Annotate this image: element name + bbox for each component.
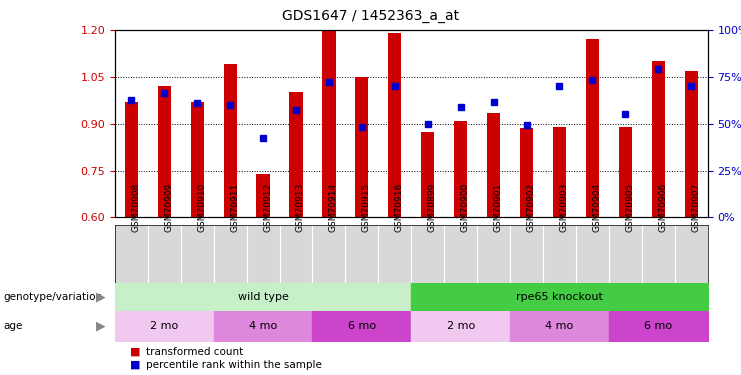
Text: 4 mo: 4 mo: [249, 321, 277, 331]
Text: 2 mo: 2 mo: [447, 321, 475, 331]
Bar: [158, 86, 171, 218]
Text: GSM70903: GSM70903: [559, 183, 568, 232]
Text: GSM70899: GSM70899: [428, 183, 436, 232]
Text: rpe65 knockout: rpe65 knockout: [516, 292, 603, 302]
Bar: [454, 121, 468, 218]
Text: age: age: [4, 321, 23, 331]
Text: GSM70908: GSM70908: [131, 183, 140, 232]
Text: ▶: ▶: [96, 291, 106, 304]
Text: ■: ■: [130, 347, 140, 357]
Bar: [553, 127, 566, 218]
Text: 2 mo: 2 mo: [150, 321, 179, 331]
Bar: [487, 113, 500, 218]
Text: GSM70914: GSM70914: [329, 183, 338, 232]
Bar: [256, 174, 270, 217]
Text: GSM70909: GSM70909: [165, 183, 173, 232]
Text: percentile rank within the sample: percentile rank within the sample: [146, 360, 322, 370]
Text: genotype/variation: genotype/variation: [4, 292, 103, 302]
Text: ▶: ▶: [96, 320, 106, 333]
Text: GSM70902: GSM70902: [527, 183, 536, 232]
Text: GSM70906: GSM70906: [658, 183, 667, 232]
Text: GSM70900: GSM70900: [461, 183, 470, 232]
Bar: [224, 64, 236, 218]
Text: wild type: wild type: [238, 292, 288, 302]
Text: GSM70904: GSM70904: [592, 183, 602, 232]
Bar: [322, 30, 336, 217]
Text: GSM70916: GSM70916: [395, 183, 404, 232]
Text: 4 mo: 4 mo: [545, 321, 574, 331]
Text: 6 mo: 6 mo: [644, 321, 672, 331]
Bar: [190, 102, 204, 218]
Text: GSM70907: GSM70907: [691, 183, 700, 232]
Text: GSM70910: GSM70910: [197, 183, 206, 232]
Bar: [290, 93, 302, 218]
Text: GDS1647 / 1452363_a_at: GDS1647 / 1452363_a_at: [282, 9, 459, 23]
Text: GSM70901: GSM70901: [494, 183, 502, 232]
Bar: [388, 33, 402, 218]
Text: GSM70911: GSM70911: [230, 183, 239, 232]
Bar: [355, 77, 368, 218]
Text: GSM70913: GSM70913: [296, 183, 305, 232]
Bar: [421, 132, 434, 218]
Text: transformed count: transformed count: [146, 347, 243, 357]
Bar: [124, 102, 138, 218]
Text: GSM70915: GSM70915: [362, 183, 370, 232]
Bar: [651, 61, 665, 217]
Bar: [586, 39, 599, 218]
Text: GSM70905: GSM70905: [625, 183, 634, 232]
Text: 6 mo: 6 mo: [348, 321, 376, 331]
Bar: [520, 128, 533, 217]
Text: GSM70912: GSM70912: [263, 183, 272, 232]
Bar: [685, 70, 698, 217]
Text: ■: ■: [130, 360, 140, 370]
Bar: [619, 127, 632, 218]
